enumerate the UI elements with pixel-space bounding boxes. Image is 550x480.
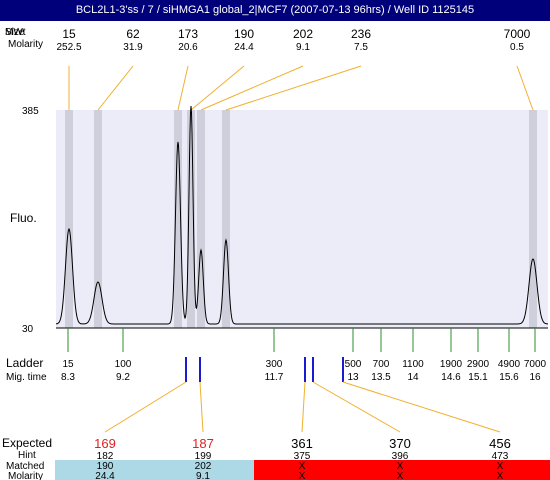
peak-band — [65, 110, 73, 328]
expected-size: 169 — [94, 436, 116, 451]
fluorescence-trace — [55, 105, 548, 325]
ladder-size-label: 500 — [345, 359, 362, 370]
peak-callout-line — [225, 65, 362, 111]
ladder-mig-time-label: 15.6 — [499, 372, 519, 383]
ladder-size-label: 4900 — [498, 359, 521, 370]
matched-size: 202 — [195, 461, 212, 472]
matched-molarity: 24.4 — [95, 471, 115, 480]
y-tick-top: 385 — [22, 106, 39, 117]
ladder-mig-time-label: 16 — [529, 372, 541, 383]
ladder-mig-time-label: 11.7 — [265, 372, 284, 383]
peak-band — [187, 110, 195, 328]
hint-size: 199 — [195, 451, 212, 462]
matched-size: X — [397, 461, 404, 472]
molarity-label: Molarity — [8, 471, 43, 480]
expected-size: 456 — [489, 436, 511, 451]
matched-size: X — [497, 461, 504, 472]
matched-size: 190 — [97, 461, 114, 472]
peak-molarity-label: 20.6 — [178, 42, 198, 53]
band-connector-line — [342, 381, 501, 433]
peak-band — [94, 110, 102, 328]
peak-size-label: 236 — [351, 27, 371, 41]
expected-size: 370 — [389, 436, 411, 451]
expected-label: Expected — [2, 436, 52, 450]
peak-band — [222, 110, 230, 328]
ladder-label: Ladder — [6, 356, 43, 370]
peak-bands — [65, 110, 537, 328]
ladder-mig-time-label: 14 — [407, 372, 419, 383]
peak-size-label: 173 — [178, 27, 198, 41]
peak-callout-line — [97, 65, 134, 111]
plot-area — [56, 110, 548, 328]
header-size-label: Size — [5, 27, 25, 38]
expected-bands-table: 16918219024.41871992029.1361375XX370396X… — [94, 436, 511, 480]
peak-molarity-label: 252.5 — [56, 42, 81, 53]
matched-molarity: X — [397, 471, 404, 480]
peak-band — [529, 110, 537, 328]
ladder-size-label: 700 — [373, 359, 390, 370]
band-connector-line — [199, 381, 204, 433]
matched-label: Matched — [6, 461, 44, 472]
ladder-size-label: 1100 — [402, 359, 424, 370]
ladder-size-label: 100 — [115, 359, 132, 370]
y-axis-label: Fluo. — [10, 211, 37, 225]
matched-molarity: X — [497, 471, 504, 480]
ladder-mig-time-label: 8.3 — [61, 372, 75, 383]
peak-band — [197, 110, 205, 328]
hint-size: 473 — [492, 451, 509, 462]
band-connector-line — [312, 381, 401, 433]
header-mwt-label: MWt — [5, 27, 26, 38]
ladder-mig-time-label: 14.6 — [441, 372, 461, 383]
peak-callout-line — [516, 65, 534, 111]
ladder-size-label: 300 — [266, 359, 283, 370]
mig-time-label: Mig. time — [6, 372, 47, 383]
peak-molarity-label: 7.5 — [354, 42, 368, 53]
ladder-ticks: 15 8.3 100 9.2 300 11.7 500 13 700 13.5 1100 14 1900… — [61, 328, 547, 383]
ladder-size-label: 2900 — [467, 359, 490, 370]
band-connector-line — [104, 381, 187, 433]
hint-size: 182 — [97, 451, 114, 462]
ladder-mig-time-label: 9.2 — [116, 372, 130, 383]
ladder-size-label: 7000 — [524, 359, 547, 370]
ladder-size-label: 1900 — [440, 359, 463, 370]
matched-missing-background — [254, 460, 550, 480]
peak-molarity-label: 0.5 — [510, 42, 524, 53]
band-markers — [104, 357, 501, 433]
hint-size: 375 — [294, 451, 311, 462]
peak-size-label: 62 — [126, 27, 140, 41]
peak-size-label: 202 — [293, 27, 313, 41]
peak-band — [174, 110, 182, 328]
hint-size: 396 — [392, 451, 409, 462]
hint-label: Hint — [18, 450, 36, 461]
peak-molarity-label: 31.9 — [123, 42, 143, 53]
peak-callout-line — [177, 65, 189, 111]
ladder-size-label: 15 — [62, 359, 74, 370]
y-tick-bottom: 30 — [22, 324, 34, 335]
matched-molarity: X — [299, 471, 306, 480]
peak-size-label: 7000 — [504, 27, 531, 41]
peak-size-label: 15 — [62, 27, 76, 41]
peak-molarity-label: 24.4 — [234, 42, 254, 53]
ladder-mig-time-label: 13 — [347, 372, 359, 383]
peak-callout-line — [190, 65, 245, 111]
matched-size: X — [299, 461, 306, 472]
matched-molarity: 9.1 — [196, 471, 210, 480]
expected-size: 187 — [192, 436, 214, 451]
band-connector-line — [301, 381, 306, 433]
expected-size: 361 — [291, 436, 313, 451]
window-title: BCL2L1-3'ss / 7 / siHMGA1 global_2|MCF7 … — [0, 0, 550, 21]
ladder-mig-time-label: 15.1 — [468, 372, 488, 383]
peak-molarity-label: 9.1 — [296, 42, 310, 53]
ladder-mig-time-label: 13.5 — [371, 372, 391, 383]
matched-found-background — [55, 460, 254, 480]
peak-callout-line — [200, 65, 304, 111]
header-molarity-label: Molarity — [8, 39, 43, 50]
peak-callouts — [68, 65, 534, 111]
peak-size-label: 190 — [234, 27, 254, 41]
